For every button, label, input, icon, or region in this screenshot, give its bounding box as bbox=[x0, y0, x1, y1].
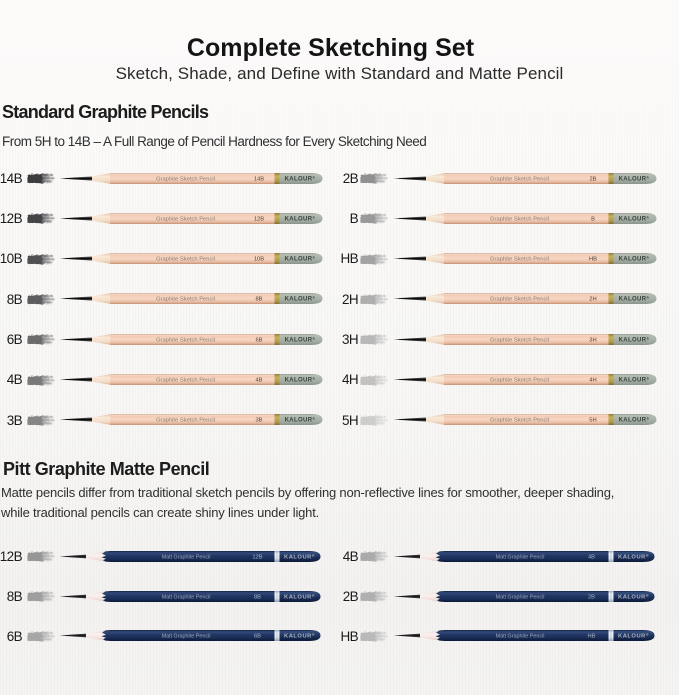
svg-text:Graphite Sketch Pencil: Graphite Sketch Pencil bbox=[490, 297, 549, 303]
svg-text:KALOUR®: KALOUR® bbox=[618, 594, 649, 601]
svg-text:Graphite Sketch Pencil: Graphite Sketch Pencil bbox=[156, 176, 215, 182]
svg-text:3B: 3B bbox=[255, 418, 262, 424]
svg-text:5H: 5H bbox=[589, 418, 596, 424]
svg-text:4B: 4B bbox=[255, 378, 262, 384]
svg-text:KALOUR®: KALOUR® bbox=[284, 633, 315, 640]
svg-text:KALOUR®: KALOUR® bbox=[285, 377, 316, 384]
svg-text:6B: 6B bbox=[255, 337, 262, 343]
svg-text:12B: 12B bbox=[252, 554, 262, 560]
svg-text:KALOUR®: KALOUR® bbox=[285, 417, 316, 424]
svg-text:KALOUR®: KALOUR® bbox=[285, 337, 316, 344]
svg-text:Matt Graphite Pencil: Matt Graphite Pencil bbox=[162, 554, 211, 560]
svg-text:B: B bbox=[591, 216, 595, 222]
svg-text:4H: 4H bbox=[589, 378, 596, 384]
svg-text:8B: 8B bbox=[254, 594, 261, 600]
svg-text:2B: 2B bbox=[587, 594, 594, 600]
svg-text:KALOUR®: KALOUR® bbox=[285, 256, 316, 263]
svg-text:KALOUR®: KALOUR® bbox=[618, 337, 649, 344]
svg-text:KALOUR®: KALOUR® bbox=[284, 554, 315, 561]
svg-text:KALOUR®: KALOUR® bbox=[285, 216, 316, 223]
svg-text:HB: HB bbox=[588, 257, 596, 263]
svg-text:Graphite Sketch Pencil: Graphite Sketch Pencil bbox=[156, 297, 215, 303]
svg-text:KALOUR®: KALOUR® bbox=[618, 377, 649, 384]
svg-text:Matt Graphite Pencil: Matt Graphite Pencil bbox=[495, 634, 544, 640]
svg-text:Graphite Sketch Pencil: Graphite Sketch Pencil bbox=[490, 337, 549, 343]
svg-text:6B: 6B bbox=[254, 634, 261, 640]
svg-text:Graphite Sketch Pencil: Graphite Sketch Pencil bbox=[156, 216, 215, 222]
svg-text:Graphite Sketch Pencil: Graphite Sketch Pencil bbox=[156, 418, 215, 424]
svg-text:Graphite Sketch Pencil: Graphite Sketch Pencil bbox=[156, 257, 215, 263]
svg-text:KALOUR®: KALOUR® bbox=[618, 296, 649, 303]
svg-text:3H: 3H bbox=[589, 337, 596, 343]
svg-text:2H: 2H bbox=[589, 297, 596, 303]
svg-text:Graphite Sketch Pencil: Graphite Sketch Pencil bbox=[490, 418, 549, 424]
svg-text:10B: 10B bbox=[254, 257, 264, 263]
svg-text:Graphite Sketch Pencil: Graphite Sketch Pencil bbox=[156, 378, 215, 384]
svg-text:Graphite Sketch Pencil: Graphite Sketch Pencil bbox=[490, 257, 549, 263]
svg-text:Matt Graphite Pencil: Matt Graphite Pencil bbox=[495, 554, 544, 560]
svg-text:Graphite Sketch Pencil: Graphite Sketch Pencil bbox=[490, 176, 549, 182]
svg-text:8B: 8B bbox=[255, 297, 262, 303]
svg-text:KALOUR®: KALOUR® bbox=[618, 417, 649, 424]
svg-text:Graphite Sketch Pencil: Graphite Sketch Pencil bbox=[490, 216, 549, 222]
svg-text:KALOUR®: KALOUR® bbox=[618, 554, 649, 561]
svg-text:14B: 14B bbox=[254, 176, 264, 182]
svg-text:Matt Graphite Pencil: Matt Graphite Pencil bbox=[495, 594, 544, 600]
svg-text:KALOUR®: KALOUR® bbox=[618, 216, 649, 223]
svg-text:KALOUR®: KALOUR® bbox=[618, 256, 649, 263]
svg-text:2B: 2B bbox=[589, 176, 596, 182]
svg-text:KALOUR®: KALOUR® bbox=[284, 594, 315, 601]
svg-text:12B: 12B bbox=[254, 216, 264, 222]
svg-text:KALOUR®: KALOUR® bbox=[618, 633, 649, 640]
svg-text:Matt Graphite Pencil: Matt Graphite Pencil bbox=[162, 594, 211, 600]
svg-text:Graphite Sketch Pencil: Graphite Sketch Pencil bbox=[156, 337, 215, 343]
svg-text:4B: 4B bbox=[587, 554, 594, 560]
svg-text:KALOUR®: KALOUR® bbox=[285, 176, 316, 183]
svg-text:KALOUR®: KALOUR® bbox=[285, 296, 316, 303]
svg-text:HB: HB bbox=[587, 634, 595, 640]
svg-text:Graphite Sketch Pencil: Graphite Sketch Pencil bbox=[490, 378, 549, 384]
svg-text:Matt Graphite Pencil: Matt Graphite Pencil bbox=[162, 634, 211, 640]
svg-text:KALOUR®: KALOUR® bbox=[618, 176, 649, 183]
